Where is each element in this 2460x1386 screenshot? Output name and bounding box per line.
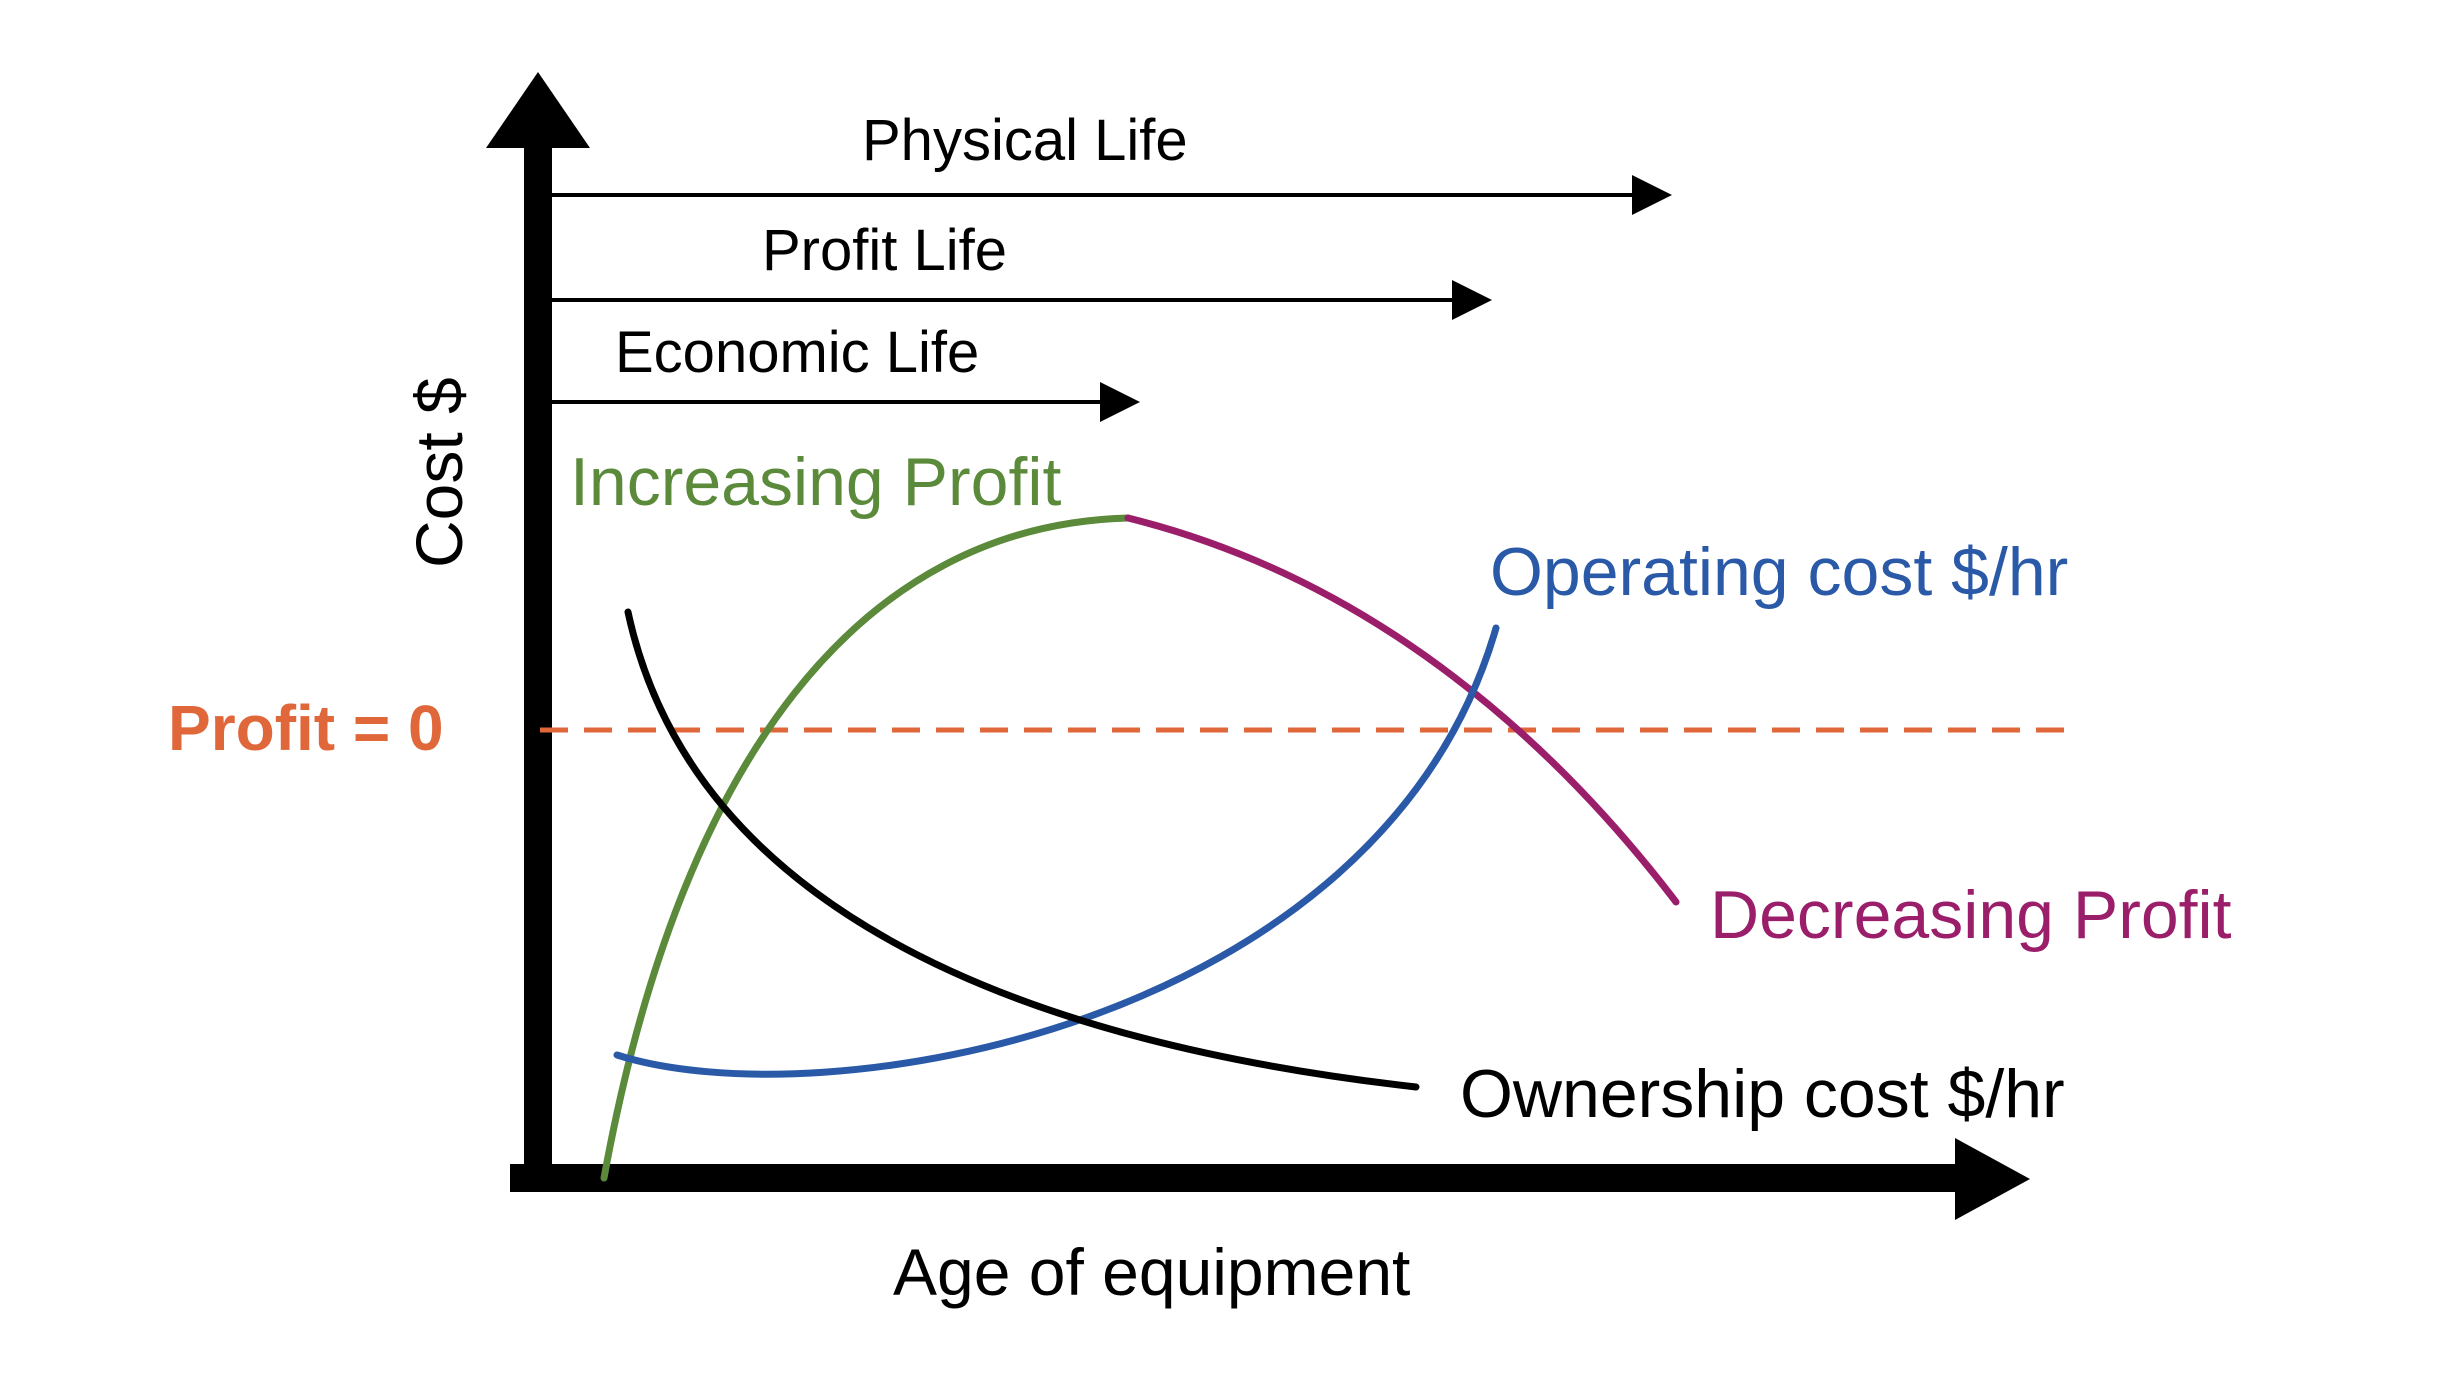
ownership-cost-label: Ownership cost $/hr <box>1460 1056 2065 1132</box>
decreasing-profit-label: Decreasing Profit <box>1710 877 2232 953</box>
physical-life-arrowhead <box>1632 175 1672 215</box>
operating-cost-label: Operating cost $/hr <box>1490 534 2068 610</box>
physical-life-label: Physical Life <box>862 108 1188 173</box>
operating-cost-curve <box>613 624 1500 1078</box>
decreasing-profit-curve <box>1124 514 1680 906</box>
axes <box>486 72 2030 1220</box>
profit-zero-label: Profit = 0 <box>168 692 444 764</box>
profit-life-arrowhead <box>1452 280 1492 320</box>
y-axis-label: Cost $ <box>402 377 476 568</box>
x-axis-label: Age of equipment <box>893 1235 1410 1309</box>
economic-life-label: Economic Life <box>615 320 979 385</box>
lifespan-arrows: Physical Life Profit Life Economic Life <box>538 108 1672 422</box>
y-axis-arrowhead <box>486 72 590 148</box>
curves <box>600 514 1680 1182</box>
economic-life-arrowhead <box>1100 382 1140 422</box>
x-axis-arrowhead <box>1955 1138 2030 1220</box>
profit-life-label: Profit Life <box>762 218 1007 283</box>
increasing-profit-curve <box>600 514 1132 1182</box>
ownership-cost-curve <box>624 608 1420 1091</box>
increasing-profit-label: Increasing Profit <box>570 444 1061 520</box>
